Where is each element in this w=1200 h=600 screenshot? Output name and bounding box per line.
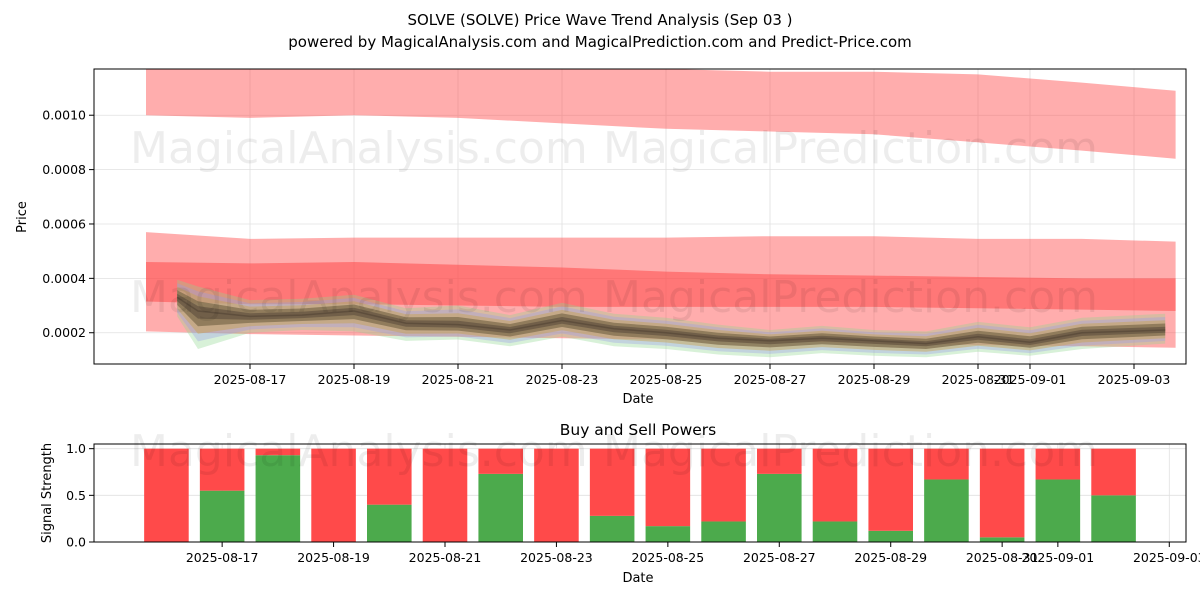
- watermark-left-bottom: MagicalAnalysis.com: [130, 426, 588, 477]
- price-y-axis: 0.0002 0.0004 0.0006 0.0008 0.0010: [42, 108, 94, 340]
- sell-bar: [868, 448, 913, 531]
- buy-bar: [1035, 479, 1081, 542]
- sell-bar: [701, 448, 746, 522]
- price-wave: [176, 279, 1166, 358]
- signal-y-tick-label: 0.5: [66, 488, 86, 503]
- sell-bar: [1035, 448, 1081, 480]
- signal-y-axis-label: Signal Strength: [40, 443, 55, 543]
- price-x-tick-label: 2025-08-25: [630, 372, 703, 387]
- watermark-right-mid: MagicalPrediction.com: [603, 272, 1098, 323]
- price-plot-frame: [93, 68, 1187, 365]
- signal-y-axis: 0.0 0.5 1.0: [66, 441, 94, 550]
- watermark-left-top: MagicalAnalysis.com: [130, 123, 588, 174]
- buy-bar: [367, 504, 412, 542]
- signal-x-tick-label: 2025-08-19: [297, 550, 370, 565]
- signal-x-tick-label: 2025-08-29: [854, 550, 927, 565]
- price-y-axis-label: Price: [15, 201, 30, 233]
- signal-panel-title: Buy and Sell Powers: [560, 421, 717, 439]
- price-y-tick-label: 0.0008: [42, 162, 86, 177]
- price-wave-core-line: [176, 296, 1166, 345]
- sell-bar: [478, 448, 523, 474]
- signal-y-tick-label: 0.0: [66, 535, 86, 550]
- signal-bars: [144, 448, 1136, 542]
- chart-title: SOLVE (SOLVE) Price Wave Trend Analysis …: [407, 11, 792, 29]
- sell-bar: [422, 448, 468, 542]
- price-x-tick-label: 2025-08-19: [318, 372, 391, 387]
- price-x-tick-label: 2025-08-17: [214, 372, 287, 387]
- price-y-tick-label: 0.0006: [42, 216, 86, 231]
- signal-panel: Buy and Sell Powers MagicalAnalysis.com …: [40, 421, 1200, 586]
- sell-bar: [757, 448, 802, 474]
- price-band-3: [146, 262, 1176, 311]
- sell-bar: [979, 448, 1025, 538]
- signal-x-tick-label: 2025-08-25: [632, 550, 705, 565]
- price-x-tick-label: 2025-09-01: [994, 372, 1067, 387]
- sell-bar: [924, 448, 969, 480]
- price-x-axis: 2025-08-17 2025-08-19 2025-08-21 2025-08-23…: [214, 364, 1171, 387]
- price-x-tick-label: 2025-08-31: [942, 372, 1015, 387]
- price-y-tick-label: 0.0010: [42, 108, 86, 123]
- signal-y-tick-label: 1.0: [66, 441, 86, 456]
- price-band-1: [146, 69, 1176, 159]
- buy-bar: [1091, 495, 1136, 542]
- price-x-tick-label: 2025-08-27: [734, 372, 807, 387]
- signal-x-tick-label: 2025-09-03: [1133, 550, 1200, 565]
- sell-bar: [255, 448, 301, 456]
- buy-bar: [478, 473, 523, 542]
- signal-x-tick-label: 2025-08-21: [409, 550, 482, 565]
- signal-plot-frame: [93, 443, 1187, 543]
- signal-x-axis: 2025-08-17 2025-08-19 2025-08-21 2025-08-23…: [186, 542, 1200, 565]
- price-wave-layer-5: [177, 293, 1166, 347]
- signal-x-tick-label: 2025-08-27: [743, 550, 816, 565]
- buy-bar: [812, 521, 858, 542]
- sell-bar: [367, 448, 412, 505]
- buy-bar: [757, 473, 802, 542]
- sell-bar: [1091, 448, 1136, 496]
- price-wave-layer-1: [177, 279, 1166, 358]
- buy-bar: [924, 479, 969, 542]
- watermark-left-mid: MagicalAnalysis.com: [130, 272, 588, 323]
- price-wave-layer-2: [177, 283, 1166, 355]
- signal-x-tick-label: 2025-08-31: [966, 550, 1039, 565]
- buy-bar: [255, 455, 301, 542]
- price-y-tick-label: 0.0004: [42, 271, 86, 286]
- price-x-tick-label: 2025-09-03: [1098, 372, 1171, 387]
- price-panel: MagicalAnalysis.com MagicalPrediction.co…: [15, 68, 1187, 407]
- buy-bar: [979, 537, 1025, 542]
- sell-bar: [199, 448, 245, 491]
- price-x-tick-label: 2025-08-23: [526, 372, 599, 387]
- buy-bar: [199, 490, 245, 542]
- price-x-tick-label: 2025-08-21: [422, 372, 495, 387]
- signal-x-tick-label: 2025-09-01: [1022, 550, 1095, 565]
- sell-bar: [534, 448, 579, 542]
- chart-subtitle: powered by MagicalAnalysis.com and Magic…: [288, 33, 912, 51]
- buy-bar: [701, 521, 746, 542]
- buy-bar: [645, 526, 691, 542]
- sell-bar: [144, 448, 189, 542]
- price-x-tick-label: 2025-08-29: [838, 372, 911, 387]
- watermark-right-top: MagicalPrediction.com: [603, 123, 1098, 174]
- sell-bar: [812, 448, 858, 522]
- sell-bar: [589, 448, 635, 516]
- buy-bar: [589, 515, 635, 542]
- signal-x-tick-label: 2025-08-23: [520, 550, 593, 565]
- sell-bar: [645, 448, 691, 527]
- sell-bar: [311, 448, 356, 542]
- signal-x-tick-label: 2025-08-17: [186, 550, 259, 565]
- watermark-right-bottom: MagicalPrediction.com: [603, 426, 1098, 477]
- buy-bar: [868, 530, 913, 542]
- signal-x-axis-label: Date: [622, 571, 653, 586]
- price-y-tick-label: 0.0002: [42, 325, 86, 340]
- price-x-axis-label: Date: [622, 392, 653, 407]
